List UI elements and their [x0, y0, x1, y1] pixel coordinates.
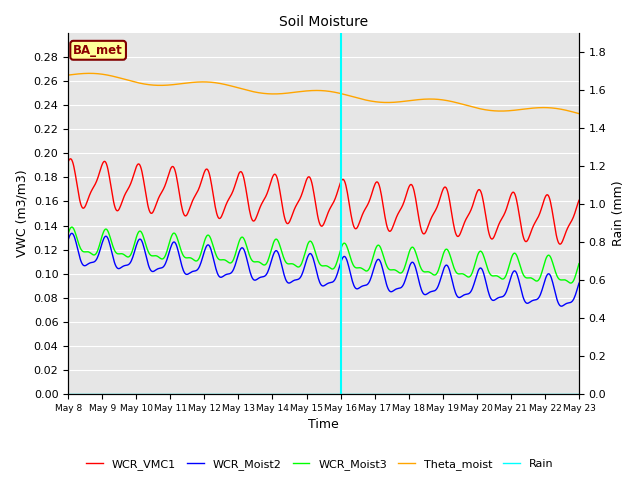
- WCR_VMC1: [205, 172, 213, 178]
- Rain: [205, 391, 212, 397]
- WCR_Moist3: [127, 252, 134, 258]
- Rain: [385, 391, 393, 397]
- Theta_moist: [64, 72, 72, 78]
- WCR_Moist3: [74, 239, 82, 245]
- WCR_Moist2: [557, 303, 565, 309]
- WCR_VMC1: [74, 189, 82, 194]
- Rain: [126, 391, 134, 397]
- Line: WCR_Moist3: WCR_Moist3: [68, 227, 579, 283]
- Y-axis label: Rain (mm): Rain (mm): [612, 181, 625, 246]
- Line: Theta_moist: Theta_moist: [68, 73, 579, 114]
- Theta_moist: [205, 79, 213, 85]
- WCR_Moist2: [401, 278, 409, 284]
- WCR_Moist2: [74, 248, 82, 254]
- Rain: [74, 391, 81, 397]
- Theta_moist: [386, 99, 394, 105]
- Theta_moist: [86, 71, 93, 76]
- Rain: [64, 391, 72, 397]
- Theta_moist: [179, 81, 186, 86]
- Legend: WCR_VMC1, WCR_Moist2, WCR_Moist3, Theta_moist, Rain: WCR_VMC1, WCR_Moist2, WCR_Moist3, Theta_…: [82, 455, 558, 474]
- Rain: [178, 391, 186, 397]
- WCR_Moist3: [386, 267, 394, 273]
- WCR_Moist2: [179, 265, 186, 271]
- WCR_Moist2: [127, 259, 134, 265]
- WCR_Moist2: [64, 237, 72, 243]
- WCR_Moist2: [575, 280, 583, 286]
- WCR_Moist2: [205, 243, 213, 249]
- Y-axis label: VWC (m3/m3): VWC (m3/m3): [15, 170, 28, 257]
- WCR_Moist2: [386, 288, 394, 294]
- WCR_Moist3: [205, 233, 213, 239]
- WCR_VMC1: [179, 207, 186, 213]
- WCR_Moist2: [68, 230, 76, 236]
- Text: BA_met: BA_met: [73, 44, 123, 57]
- Rain: [401, 391, 408, 397]
- WCR_Moist3: [179, 251, 186, 257]
- X-axis label: Time: Time: [308, 419, 339, 432]
- WCR_Moist3: [68, 224, 76, 230]
- Rain: [575, 391, 583, 397]
- Theta_moist: [127, 78, 134, 84]
- Title: Soil Moisture: Soil Moisture: [279, 15, 368, 29]
- WCR_VMC1: [386, 228, 394, 234]
- Theta_moist: [575, 111, 583, 117]
- WCR_Moist3: [575, 261, 583, 266]
- WCR_Moist3: [401, 264, 409, 269]
- Theta_moist: [74, 71, 81, 77]
- WCR_Moist3: [64, 231, 72, 237]
- Line: WCR_VMC1: WCR_VMC1: [68, 159, 579, 244]
- WCR_VMC1: [401, 196, 409, 202]
- WCR_VMC1: [556, 241, 564, 247]
- WCR_VMC1: [127, 181, 134, 187]
- WCR_VMC1: [64, 159, 72, 165]
- WCR_VMC1: [575, 197, 583, 203]
- WCR_Moist3: [566, 280, 574, 286]
- Theta_moist: [401, 98, 409, 104]
- WCR_VMC1: [67, 156, 74, 162]
- Line: WCR_Moist2: WCR_Moist2: [68, 233, 579, 306]
